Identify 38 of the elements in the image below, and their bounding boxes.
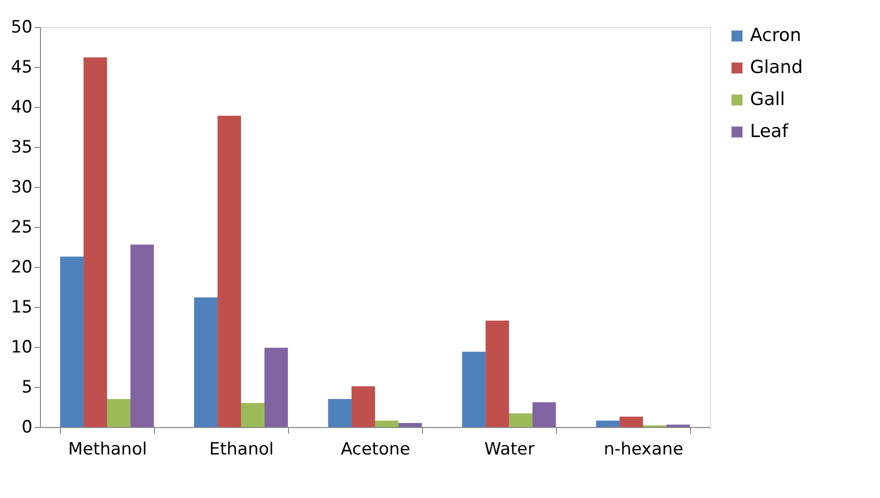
y-tick-label: 50	[10, 18, 32, 38]
bar	[264, 348, 288, 427]
bar	[352, 386, 375, 427]
legend-label: Leaf	[750, 121, 789, 142]
legend-label: Gland	[750, 57, 803, 78]
y-tick-label: 0	[22, 418, 32, 438]
bar	[375, 420, 398, 427]
y-tick-label: 15	[10, 298, 32, 318]
y-tick-label: 25	[10, 218, 32, 238]
bar	[218, 116, 241, 427]
y-tick-label: 20	[10, 258, 32, 278]
bar	[241, 403, 264, 427]
bar	[130, 244, 154, 427]
legend-label: Acron	[750, 25, 802, 46]
bar	[328, 399, 352, 427]
x-tick-label: Water	[484, 440, 535, 460]
x-tick-label: Methanol	[68, 440, 147, 460]
x-tick-label: Ethanol	[209, 440, 274, 460]
y-tick-label: 5	[22, 378, 32, 398]
bar	[532, 402, 556, 427]
legend-label: Gall	[750, 89, 785, 110]
bar	[398, 423, 422, 427]
y-tick-label: 10	[10, 338, 32, 358]
y-tick-label: 35	[10, 138, 32, 158]
bar	[462, 352, 486, 427]
bar	[60, 256, 84, 427]
bar	[107, 399, 130, 427]
y-tick-label: 30	[10, 178, 32, 198]
x-tick-label: n-hexane	[604, 440, 684, 460]
bar	[84, 57, 107, 427]
y-tick-label: 45	[10, 58, 32, 78]
bar	[596, 420, 620, 427]
bar	[620, 416, 643, 427]
bar	[194, 297, 218, 427]
bar	[486, 320, 509, 427]
bar	[509, 413, 532, 427]
y-tick-label: 40	[10, 98, 32, 118]
x-tick-label: Acetone	[340, 440, 410, 460]
